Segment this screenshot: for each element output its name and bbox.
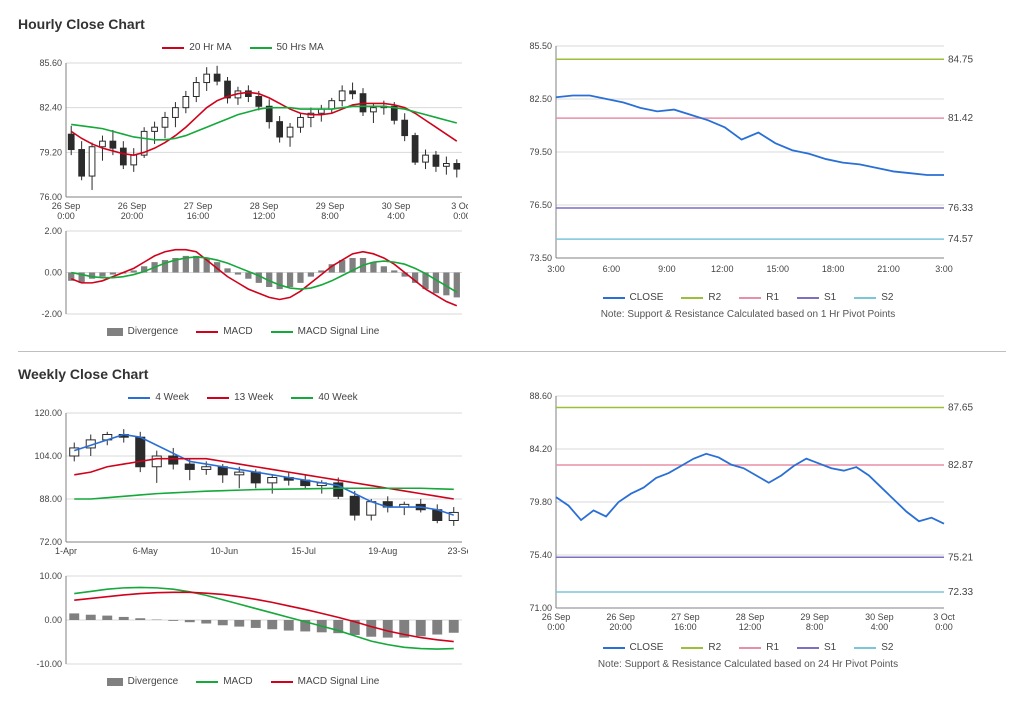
svg-text:0.00: 0.00 — [44, 268, 62, 278]
hourly-sr-chart: 73.50 76.50 79.50 82.50 85.50 84.75 81.42 76.33… — [508, 38, 988, 288]
svg-text:12:00: 12:00 — [253, 211, 276, 221]
hourly-sr-legend: CLOSER2R1S1S2 — [508, 292, 988, 303]
svg-text:75.21: 75.21 — [948, 552, 973, 563]
svg-text:85.50: 85.50 — [529, 41, 552, 51]
svg-text:21:00: 21:00 — [877, 264, 900, 274]
svg-text:28 Sep: 28 Sep — [736, 612, 765, 622]
svg-text:9:00: 9:00 — [658, 264, 676, 274]
svg-text:19-Aug: 19-Aug — [368, 546, 397, 556]
svg-text:4:00: 4:00 — [387, 211, 405, 221]
svg-text:82.40: 82.40 — [39, 103, 62, 113]
svg-text:0:00: 0:00 — [453, 211, 468, 221]
svg-text:0:00: 0:00 — [547, 622, 565, 632]
svg-text:75.40: 75.40 — [529, 550, 552, 560]
svg-text:82.87: 82.87 — [948, 460, 973, 471]
weekly-right-pane: 71.0075.4079.8084.2088.6087.6582.8775.21… — [508, 388, 988, 691]
svg-text:26 Sep: 26 Sep — [118, 201, 147, 211]
svg-text:0.00: 0.00 — [44, 615, 62, 625]
svg-text:3:00: 3:00 — [547, 264, 565, 274]
svg-text:82.50: 82.50 — [529, 94, 552, 104]
hourly-macd-legend: Divergence MACD MACD Signal Line — [18, 326, 468, 337]
svg-text:84.75: 84.75 — [948, 54, 973, 65]
svg-text:26 Sep: 26 Sep — [52, 201, 81, 211]
svg-text:18:00: 18:00 — [822, 264, 845, 274]
section-divider — [18, 351, 1006, 352]
svg-text:0:00: 0:00 — [57, 211, 75, 221]
svg-text:4:00: 4:00 — [871, 622, 889, 632]
svg-text:10.00: 10.00 — [39, 572, 62, 581]
hourly-macd-chart: -2.00 0.00 2.00 — [18, 227, 468, 322]
svg-text:12:00: 12:00 — [711, 264, 734, 274]
hourly-right-pane: 73.50 76.50 79.50 82.50 85.50 84.75 81.42 76.33… — [508, 38, 988, 341]
svg-text:23-Sep: 23-Sep — [447, 546, 468, 556]
svg-text:3:00: 3:00 — [935, 264, 953, 274]
weekly-title: Weekly Close Chart — [18, 366, 1006, 382]
svg-text:1-Apr: 1-Apr — [55, 546, 77, 556]
svg-text:88.00: 88.00 — [39, 494, 62, 504]
svg-text:15-Jul: 15-Jul — [291, 546, 316, 556]
svg-text:12:00: 12:00 — [739, 622, 762, 632]
svg-text:16:00: 16:00 — [187, 211, 210, 221]
svg-text:73.50: 73.50 — [529, 253, 552, 263]
svg-text:6-May: 6-May — [133, 546, 159, 556]
weekly-sr-note: Note: Support & Resistance Calculated ba… — [508, 659, 988, 670]
svg-text:87.65: 87.65 — [948, 402, 973, 413]
svg-text:120.00: 120.00 — [34, 408, 62, 418]
svg-text:8:00: 8:00 — [806, 622, 824, 632]
svg-text:6:00: 6:00 — [603, 264, 621, 274]
svg-text:27 Sep: 27 Sep — [184, 201, 213, 211]
svg-text:3 Oct: 3 Oct — [933, 612, 955, 622]
weekly-sr-legend: CLOSER2R1S1S2 — [508, 642, 988, 653]
svg-text:29 Sep: 29 Sep — [800, 612, 829, 622]
svg-text:72.33: 72.33 — [948, 587, 973, 598]
svg-text:74.57: 74.57 — [948, 234, 973, 245]
svg-text:26 Sep: 26 Sep — [606, 612, 635, 622]
svg-text:84.20: 84.20 — [529, 444, 552, 454]
svg-text:20:00: 20:00 — [609, 622, 632, 632]
svg-text:-2.00: -2.00 — [41, 309, 62, 319]
svg-text:10-Jun: 10-Jun — [211, 546, 239, 556]
hourly-price-chart: 76.0079.2082.4085.6026 Sep0:0026 Sep20:0… — [18, 57, 468, 227]
svg-text:0:00: 0:00 — [935, 622, 953, 632]
svg-text:85.60: 85.60 — [39, 58, 62, 68]
weekly-left-pane: 4 Week 13 Week 40 Week 72.0088.00104.001… — [18, 388, 468, 691]
svg-text:81.42: 81.42 — [948, 113, 973, 124]
svg-text:3 Oct: 3 Oct — [451, 201, 468, 211]
svg-text:79.80: 79.80 — [529, 497, 552, 507]
svg-text:79.20: 79.20 — [39, 147, 62, 157]
hourly-title: Hourly Close Chart — [18, 16, 1006, 32]
svg-text:27 Sep: 27 Sep — [671, 612, 700, 622]
svg-text:30 Sep: 30 Sep — [382, 201, 411, 211]
svg-text:26 Sep: 26 Sep — [542, 612, 571, 622]
svg-text:88.60: 88.60 — [529, 391, 552, 401]
hourly-sr-note: Note: Support & Resistance Calculated ba… — [508, 309, 988, 320]
svg-text:16:00: 16:00 — [674, 622, 697, 632]
hourly-left-pane: 20 Hr MA 50 Hrs MA 76.0079.2082.4085.602… — [18, 38, 468, 341]
svg-text:30 Sep: 30 Sep — [865, 612, 894, 622]
weekly-price-chart: 72.0088.00104.00120.001-Apr6-May10-Jun15… — [18, 407, 468, 572]
svg-text:8:00: 8:00 — [321, 211, 339, 221]
svg-text:29 Sep: 29 Sep — [316, 201, 345, 211]
svg-text:104.00: 104.00 — [34, 451, 62, 461]
weekly-macd-chart: -10.00 0.00 10.00 — [18, 572, 468, 672]
weekly-sr-chart: 71.0075.4079.8084.2088.6087.6582.8775.21… — [508, 388, 988, 638]
svg-text:20:00: 20:00 — [121, 211, 144, 221]
weekly-price-legend: 4 Week 13 Week 40 Week — [18, 392, 468, 403]
hourly-price-legend: 20 Hr MA 50 Hrs MA — [18, 42, 468, 53]
svg-text:76.50: 76.50 — [529, 200, 552, 210]
svg-text:15:00: 15:00 — [766, 264, 789, 274]
weekly-macd-legend: Divergence MACD MACD Signal Line — [18, 676, 468, 687]
svg-text:76.33: 76.33 — [948, 203, 973, 214]
svg-text:28 Sep: 28 Sep — [250, 201, 279, 211]
svg-text:79.50: 79.50 — [529, 147, 552, 157]
svg-text:-10.00: -10.00 — [36, 659, 62, 669]
svg-text:2.00: 2.00 — [44, 227, 62, 236]
